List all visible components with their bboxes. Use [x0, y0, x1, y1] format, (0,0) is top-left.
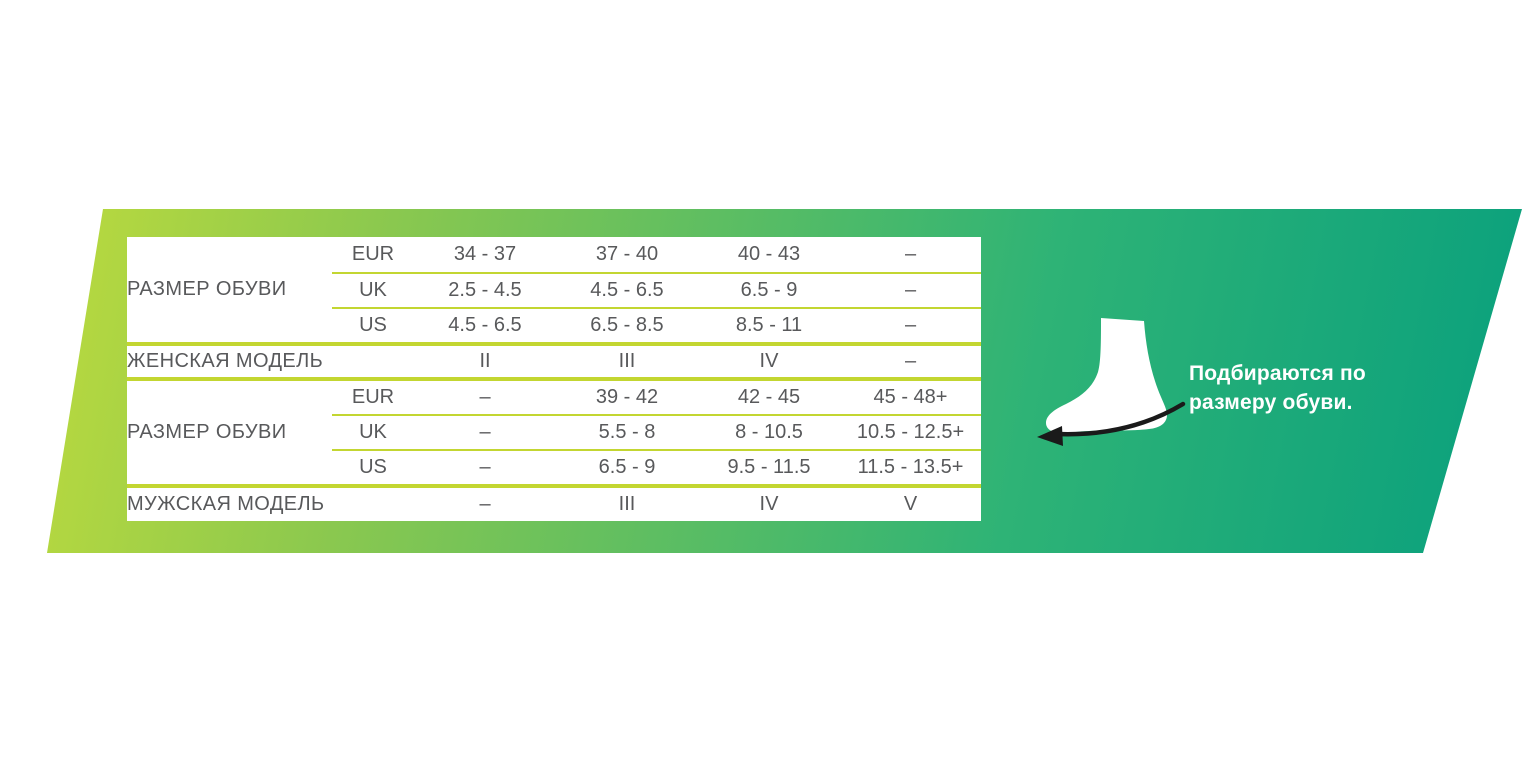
- measure-arrow-icon: [1053, 401, 1186, 437]
- system-label: UK: [332, 414, 414, 451]
- model-cell: II: [414, 343, 556, 381]
- foot-illustration: [1030, 300, 1200, 460]
- note-text: Подбираются по размеру обуви.: [1189, 362, 1366, 414]
- table-row: МУЖСКАЯ МОДЕЛЬ – III IV V: [127, 486, 981, 522]
- model-cell: V: [903, 492, 918, 515]
- model-cell: IV: [759, 492, 779, 515]
- size-cell: 6.5 - 8.5: [556, 308, 698, 346]
- table-row: РАЗМЕР ОБУВИ EUR 34 - 37 37 - 40 40 - 43…: [127, 237, 981, 346]
- size-cell: 40 - 43: [698, 237, 840, 274]
- size-cell: –: [840, 272, 981, 309]
- size-cell: 9.5 - 11.5: [698, 450, 840, 488]
- size-cell: 2.5 - 4.5: [414, 272, 556, 309]
- size-cell: 39 - 42: [556, 379, 698, 416]
- size-table-panel: РАЗМЕР ОБУВИ EUR 34 - 37 37 - 40 40 - 43…: [127, 237, 981, 521]
- size-cell: –: [414, 379, 556, 416]
- system-label: US: [332, 450, 414, 488]
- system-label: US: [332, 308, 414, 346]
- size-cell: 8 - 10.5: [698, 414, 840, 451]
- table-row: US 4.5 - 6.5 6.5 - 8.5 8.5 - 11 –: [127, 308, 981, 346]
- model-label: МУЖСКАЯ МОДЕЛЬ: [127, 492, 325, 515]
- size-cell: 42 - 45: [698, 379, 840, 416]
- system-label: UK: [332, 272, 414, 309]
- size-cell: 5.5 - 8: [556, 414, 698, 451]
- size-cell: –: [414, 450, 556, 488]
- system-label: EUR: [332, 237, 414, 274]
- size-cell: 4.5 - 6.5: [414, 308, 556, 346]
- foot-shape: [1046, 318, 1167, 434]
- measure-arrow-head: [1037, 426, 1063, 446]
- size-cell: 45 - 48+: [840, 379, 981, 416]
- size-cell: –: [840, 308, 981, 346]
- block-label: РАЗМЕР ОБУВИ: [127, 237, 332, 346]
- size-cell: 11.5 - 13.5+: [840, 450, 981, 488]
- model-cell: –: [479, 492, 491, 515]
- table-row: ЖЕНСКАЯ МОДЕЛЬ II III IV –: [127, 343, 981, 381]
- size-cell: –: [414, 414, 556, 451]
- size-cell: –: [840, 237, 981, 274]
- size-cell: 10.5 - 12.5+: [840, 414, 981, 451]
- size-cell: 6.5 - 9: [556, 450, 698, 488]
- size-table: РАЗМЕР ОБУВИ EUR 34 - 37 37 - 40 40 - 43…: [127, 237, 981, 521]
- model-cell: III: [618, 492, 636, 515]
- model-cell: III: [556, 343, 698, 381]
- model-cell: IV: [698, 343, 840, 381]
- table-row: UK 2.5 - 4.5 4.5 - 6.5 6.5 - 9 –: [127, 272, 981, 309]
- foot-icon: [1037, 318, 1186, 446]
- size-cell: 34 - 37: [414, 237, 556, 274]
- size-cell: 6.5 - 9: [698, 272, 840, 309]
- size-cell: 4.5 - 6.5: [556, 272, 698, 309]
- table-row: UK – 5.5 - 8 8 - 10.5 10.5 - 12.5+: [127, 414, 981, 451]
- model-cell: –: [840, 343, 981, 381]
- table-row: РАЗМЕР ОБУВИ EUR – 39 - 42 42 - 45 45 - …: [127, 379, 981, 488]
- table-row: US – 6.5 - 9 9.5 - 11.5 11.5 - 13.5+: [127, 450, 981, 488]
- block-label: РАЗМЕР ОБУВИ: [127, 379, 332, 488]
- size-cell: 37 - 40: [556, 237, 698, 274]
- size-cell: 8.5 - 11: [698, 308, 840, 346]
- system-label: EUR: [332, 379, 414, 416]
- model-label: ЖЕНСКАЯ МОДЕЛЬ: [127, 343, 414, 381]
